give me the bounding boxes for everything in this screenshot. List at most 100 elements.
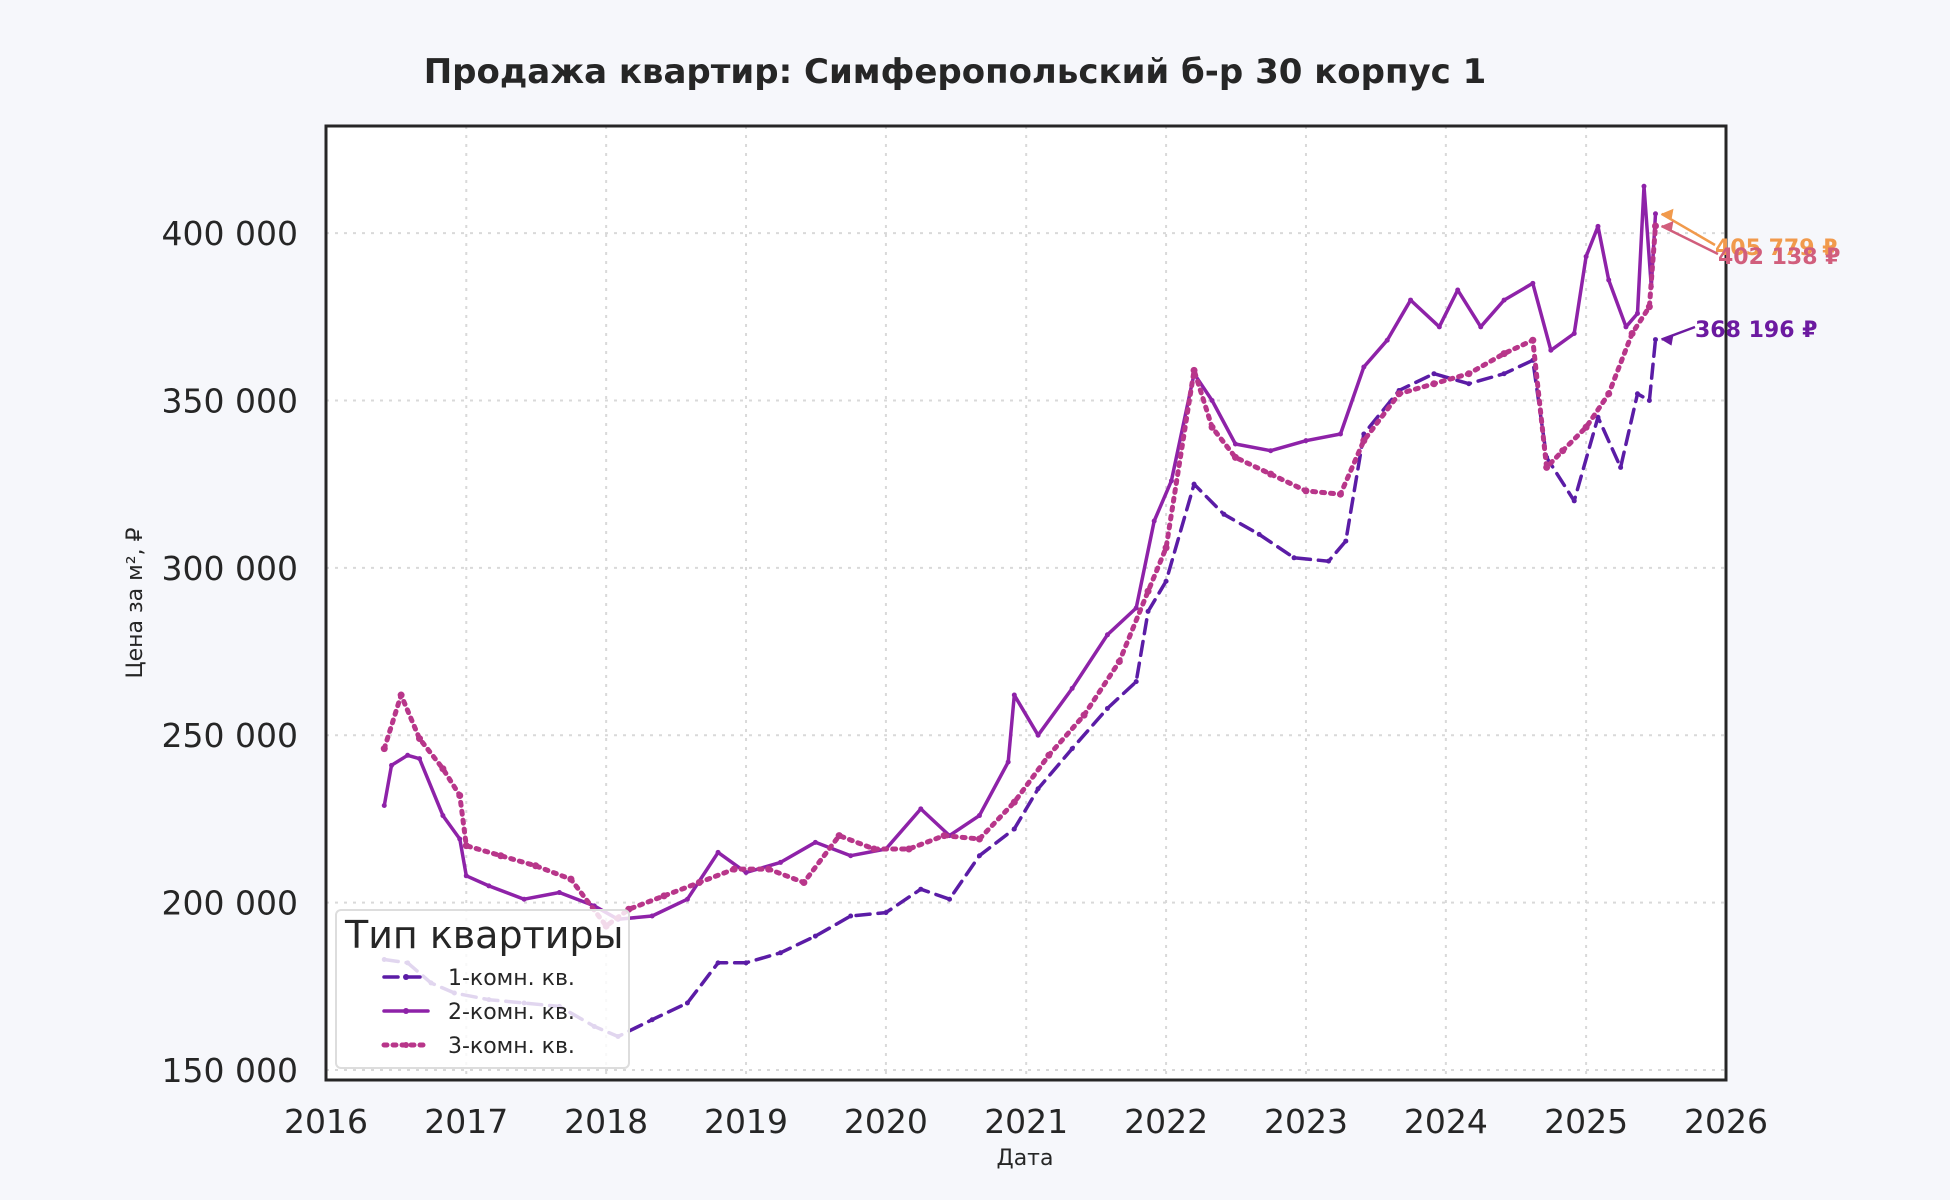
data-point [1104, 705, 1110, 711]
data-point [439, 765, 447, 773]
data-point [397, 691, 405, 699]
data-point [456, 791, 464, 799]
data-point [1151, 518, 1157, 524]
data-point [462, 842, 470, 850]
x-tick-label: 2023 [1264, 1102, 1348, 1141]
data-point [1395, 390, 1403, 398]
data-point [1011, 692, 1017, 698]
legend-items: 1-комн. кв. 2-комн. кв. 3-комн. кв. [381, 966, 575, 1059]
data-point [1634, 310, 1640, 316]
data-point [1651, 222, 1659, 230]
data-point [947, 896, 953, 902]
data-point [1361, 364, 1367, 370]
data-point [1501, 297, 1507, 303]
legend-label: 1-комн. кв. [448, 966, 575, 991]
data-point [1232, 441, 1238, 447]
data-point [1302, 487, 1310, 495]
y-tick-label: 150 000 [162, 1051, 298, 1090]
data-point [1465, 370, 1473, 378]
x-tick-label: 2019 [704, 1102, 788, 1141]
data-point [1145, 608, 1151, 614]
x-tick-label: 2025 [1544, 1102, 1628, 1141]
data-point [1303, 438, 1309, 444]
data-point [1628, 330, 1636, 338]
data-point [1384, 337, 1390, 343]
y-axis-ticks: 150 000 200 000 250 000 300 000 350 000 400 0… [162, 214, 298, 1090]
legend-label: 2-комн. кв. [448, 1000, 575, 1025]
x-tick-label: 2018 [564, 1102, 648, 1141]
data-point [1582, 423, 1590, 431]
x-axis-ticks: 2016 2017 2018 2019 2020 2021 2022 2023 2024 2025… [284, 1102, 1768, 1141]
data-point [1455, 287, 1461, 293]
data-point [1430, 380, 1438, 388]
y-tick-label: 350 000 [162, 381, 298, 420]
data-point [976, 853, 982, 859]
data-point [1133, 679, 1139, 685]
data-point [486, 883, 492, 889]
data-point [1231, 453, 1239, 461]
data-point [1645, 303, 1653, 311]
legend-label: 3-комн. кв. [448, 1034, 575, 1059]
data-point [416, 735, 424, 743]
data-point [649, 913, 655, 919]
annotation-label: 405 779 ₽ [1715, 236, 1837, 261]
x-tick-label: 2021 [984, 1102, 1068, 1141]
data-point [1431, 371, 1437, 377]
grid [326, 126, 1726, 1080]
data-point [743, 960, 749, 966]
legend-marker [403, 974, 409, 980]
data-point [1652, 337, 1658, 343]
x-tick-label: 2026 [1684, 1102, 1768, 1141]
data-point [1268, 448, 1274, 454]
legend: Тип квартиры 1-комн. кв. 2-комн. кв. 3-ком… [335, 909, 630, 1069]
data-point [1571, 331, 1577, 337]
annotation-arrowhead [1661, 334, 1674, 346]
data-point [1267, 470, 1275, 478]
data-point [440, 813, 446, 819]
data-point [1133, 605, 1139, 611]
series-line-1 [382, 337, 1658, 1039]
data-point [1005, 759, 1011, 765]
data-point [405, 752, 411, 758]
data-point [1208, 423, 1216, 431]
data-point [778, 859, 784, 865]
data-point [1069, 746, 1075, 752]
y-axis-label: Цена за м², ₽ [123, 527, 148, 678]
data-point [715, 960, 721, 966]
data-point [1548, 347, 1554, 353]
legend-title: Тип квартиры [344, 913, 624, 957]
data-point [1530, 280, 1536, 286]
data-point [497, 852, 505, 860]
data-point [1104, 632, 1110, 638]
data-point [1343, 538, 1349, 544]
data-point [417, 756, 423, 762]
x-axis-label: Дата [997, 1146, 1054, 1171]
data-point [848, 913, 854, 919]
data-point [1559, 447, 1567, 455]
data-point [1466, 381, 1472, 387]
data-point [556, 890, 562, 896]
data-point [1144, 587, 1152, 595]
data-point [1634, 391, 1640, 397]
data-point [389, 762, 395, 768]
chart-title: Продажа квартир: Симферопольский б-р 30 … [424, 52, 1487, 92]
data-point [940, 832, 948, 840]
data-point [1595, 223, 1601, 229]
data-point [918, 886, 924, 892]
x-tick-label: 2022 [1124, 1102, 1208, 1141]
y-tick-label: 300 000 [162, 549, 298, 588]
plot-frame [324, 124, 1728, 1082]
data-point [812, 839, 818, 845]
data-point [1256, 531, 1262, 537]
data-point [1115, 658, 1123, 666]
data-point [1605, 390, 1613, 398]
data-point [812, 933, 818, 939]
series-line-3 [381, 223, 1658, 929]
data-point [1291, 555, 1297, 561]
data-point [1035, 786, 1041, 792]
data-point [1543, 463, 1551, 471]
data-point [1010, 798, 1018, 806]
data-point [1606, 277, 1612, 283]
y-tick-label: 400 000 [162, 214, 298, 253]
data-point [883, 910, 889, 916]
